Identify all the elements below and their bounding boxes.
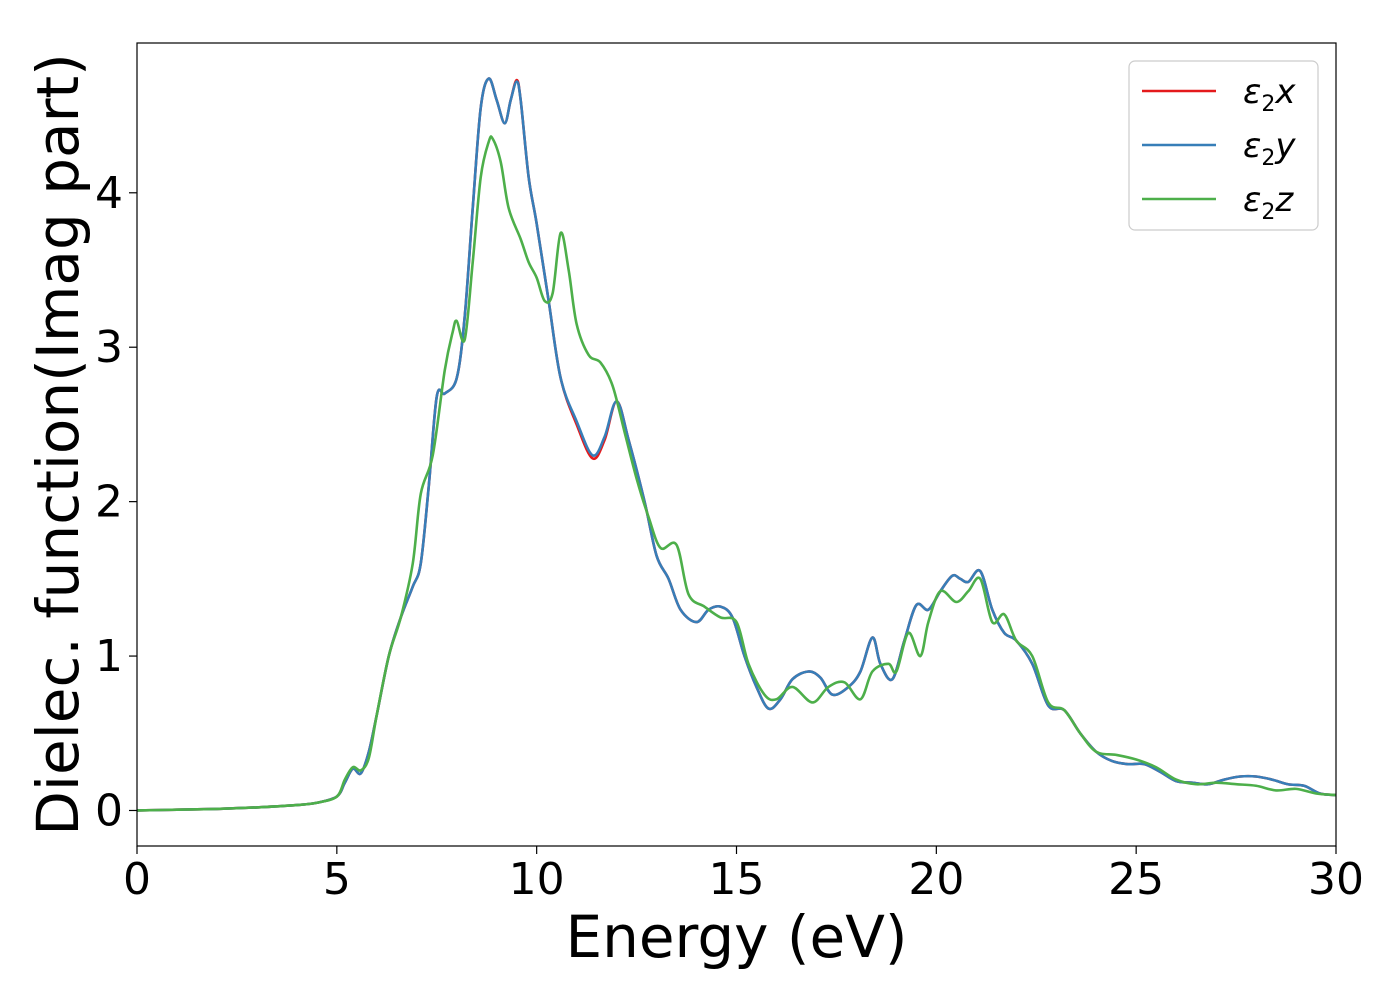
legend-box [1128, 60, 1319, 231]
legend-entry-label: ε2y [1243, 126, 1296, 171]
series-line-z [136, 135, 1337, 812]
legend-entry-label: ε2z [1243, 180, 1294, 225]
x-tick-label: 0 [123, 854, 151, 905]
x-tick-label: 5 [323, 854, 351, 905]
legend: ε2x ε2y ε2z [1128, 60, 1319, 231]
y-tick-label: 3 [95, 322, 123, 373]
x-tick-label: 15 [709, 854, 765, 905]
y-tick-label: 1 [95, 631, 123, 682]
y-tick-label: 0 [95, 785, 123, 836]
x-tick-label: 10 [509, 854, 565, 905]
x-tick-label: 20 [908, 854, 964, 905]
x-tick-label: 25 [1108, 854, 1164, 905]
y-tick-label: 2 [95, 477, 123, 528]
x-axis: 0 5 10 15 20 25 30 [123, 846, 1364, 905]
plot-area [136, 77, 1337, 812]
x-tick-label: 30 [1308, 854, 1364, 905]
x-axis-label: Energy (eV) [565, 903, 907, 971]
y-axis-label: Dielec. function(Imag part) [24, 53, 92, 836]
legend-entry-label: ε2x [1243, 72, 1296, 117]
y-axis: 0 1 2 3 4 [95, 168, 137, 836]
y-tick-label: 4 [95, 168, 123, 219]
